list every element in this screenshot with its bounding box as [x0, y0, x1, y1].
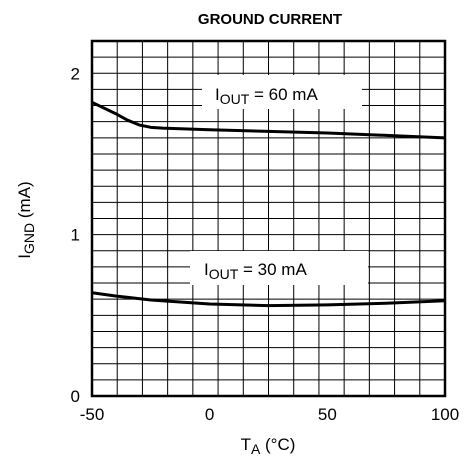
y-tick-label: 1: [71, 226, 80, 245]
x-axis-label: TA (°C): [241, 435, 296, 457]
x-tick-label: 0: [205, 405, 214, 424]
y-axis-label: IGND (mA): [15, 181, 37, 258]
series-label-30ma: IOUT = 30 mA: [204, 260, 307, 282]
series-line-1: [91, 291, 446, 308]
x-tick-label: -50: [80, 405, 105, 424]
y-tick-label: 0: [71, 387, 80, 406]
x-tick-label: 100: [431, 405, 459, 424]
series-label-60ma: IOUT = 60 mA: [215, 85, 318, 107]
chart-title: GROUND CURRENT: [198, 11, 342, 28]
series-label-bg-30ma: [190, 251, 368, 285]
y-tick-label: 2: [71, 64, 80, 83]
series-line-0: [91, 100, 446, 140]
x-tick-label: 50: [318, 405, 337, 424]
series-label-bg-60ma: [202, 75, 362, 109]
series-lines: [91, 100, 446, 308]
plot-frame: [90, 39, 447, 398]
